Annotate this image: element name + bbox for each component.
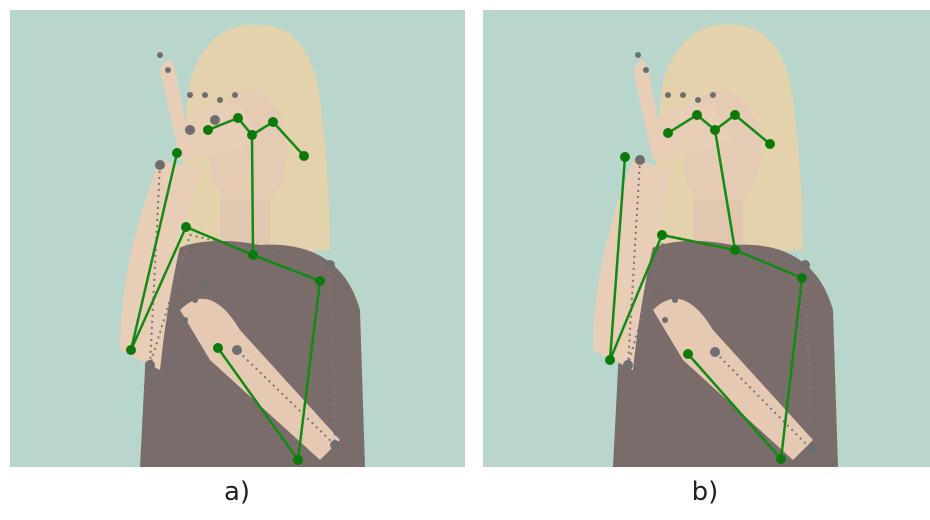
photo [10,10,465,467]
figure: a) b) [0,0,930,516]
panel-b [483,10,930,467]
panel-label: b) [692,477,719,507]
panel-label: a) [224,477,250,507]
photo [483,10,930,467]
panel-a [10,10,465,467]
